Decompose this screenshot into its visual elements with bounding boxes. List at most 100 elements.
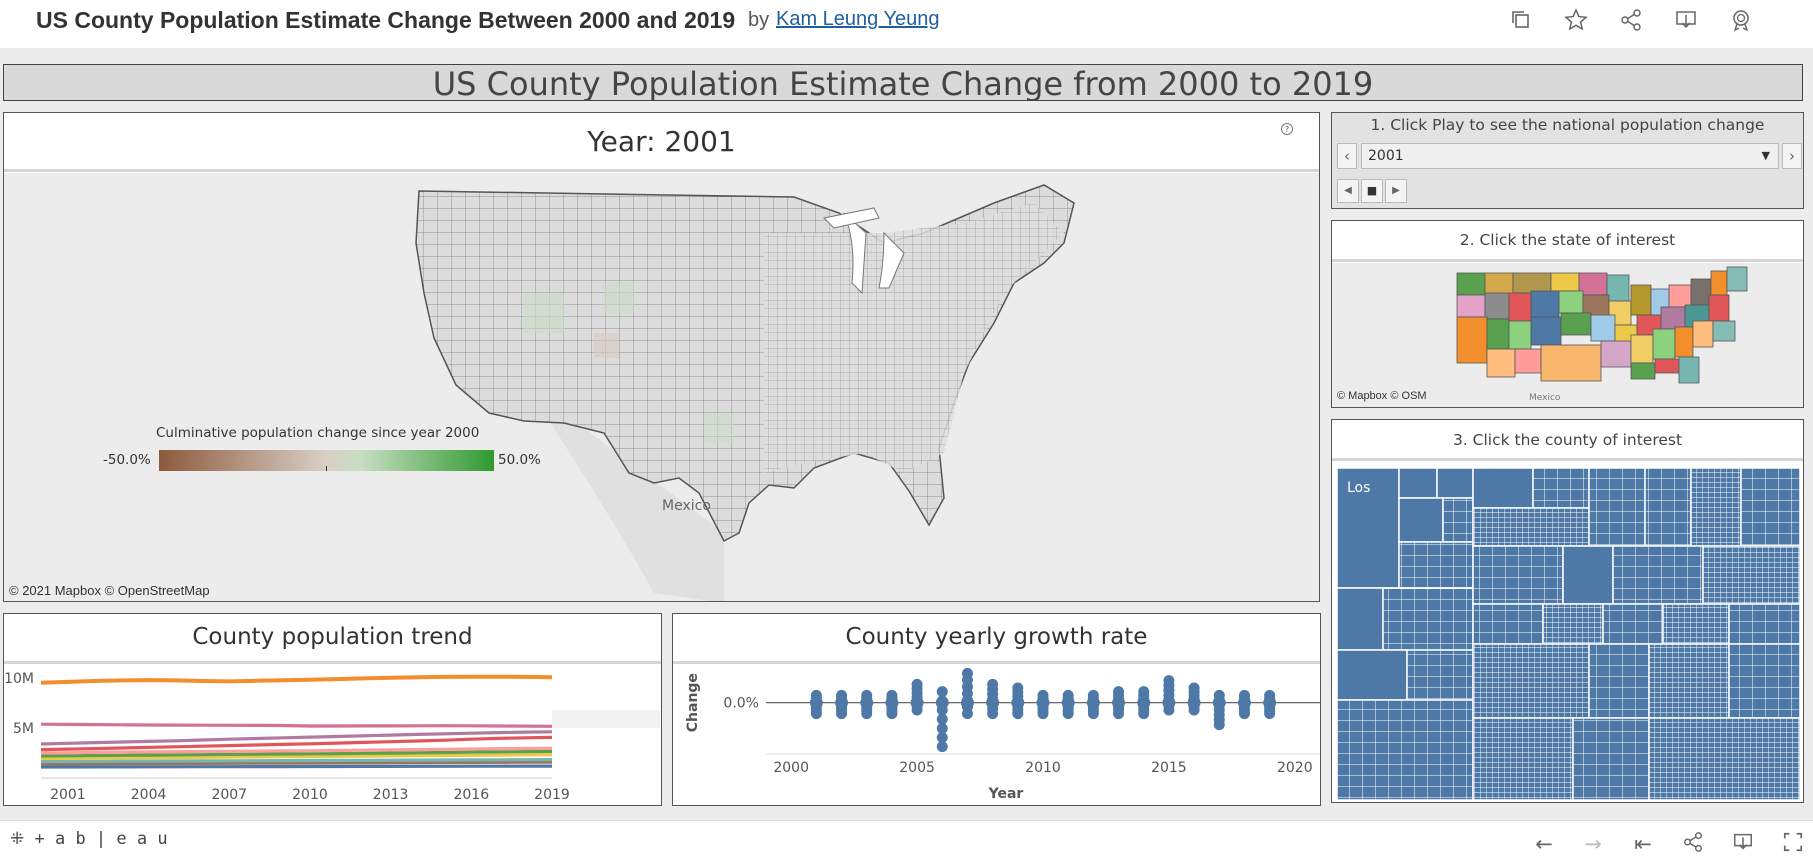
growth-point[interactable] (835, 696, 849, 710)
growth-point[interactable] (860, 696, 874, 710)
trend-series-line[interactable] (40, 674, 553, 685)
help-icon[interactable]: ? (1281, 123, 1293, 135)
trend-y-tick: 5M (13, 721, 34, 737)
growth-point[interactable] (1187, 696, 1201, 710)
undo-icon[interactable]: ← (1535, 832, 1553, 856)
growth-point[interactable] (1237, 696, 1251, 710)
map-attribution[interactable]: © 2021 Mapbox © OpenStreetMap (9, 583, 210, 598)
growth-point[interactable] (986, 696, 1000, 710)
copy-icon[interactable] (1508, 8, 1534, 34)
trend-series-line[interactable] (41, 764, 552, 769)
growth-x-tick: 2015 (1151, 760, 1187, 776)
revert-icon[interactable]: ⇤ (1634, 832, 1652, 856)
growth-point[interactable] (1086, 696, 1100, 710)
growth-point[interactable] (1113, 686, 1125, 698)
author-link[interactable]: Kam Leung Yeung (776, 8, 940, 30)
year-dropdown-value: 2001 (1368, 148, 1404, 164)
redo-icon[interactable]: → (1584, 832, 1602, 856)
trend-x-tick: 2016 (453, 787, 489, 803)
growth-point[interactable] (960, 696, 974, 710)
year-dropdown[interactable]: 2001 ▼ (1361, 143, 1779, 169)
growth-point[interactable] (936, 732, 948, 743)
growth-point[interactable] (961, 667, 973, 679)
treemap-label: Los (1347, 480, 1370, 496)
growth-point[interactable] (1036, 696, 1050, 710)
growth-x-tick: 2000 (773, 760, 809, 776)
growth-point[interactable] (1162, 696, 1176, 710)
fullscreen-icon[interactable] (1780, 831, 1806, 857)
growth-point[interactable] (1011, 696, 1025, 710)
growth-chart[interactable]: 0.0% 2000 2005 2010 2015 2020 Year Change (673, 664, 1320, 805)
growth-y-tick: 0.0% (723, 696, 759, 712)
trend-series-line[interactable] (40, 753, 553, 761)
stop-icon[interactable]: ■ (1361, 179, 1383, 203)
growth-point[interactable] (910, 696, 924, 710)
growth-point[interactable] (936, 686, 948, 698)
county-map[interactable]: Mexico (4, 173, 1320, 602)
footer-bar: ⁜ + a b | e a u ← → ⇤ (0, 820, 1813, 865)
growth-point[interactable] (936, 713, 948, 725)
step2-text: 2. Click the state of interest (1459, 231, 1676, 249)
trend-series-line[interactable] (40, 730, 553, 746)
prev-year-button[interactable]: ‹ (1337, 143, 1357, 169)
download-icon[interactable] (1673, 8, 1699, 34)
state-map-panel[interactable]: 2. Click the state of interest (1331, 220, 1804, 408)
trend-series-line[interactable] (40, 722, 553, 728)
tableau-logo-icon: ⁜ (10, 829, 25, 849)
growth-point[interactable] (1061, 696, 1075, 710)
trend-x-tick: 2007 (211, 787, 247, 803)
growth-point[interactable] (1188, 682, 1200, 694)
footer-share-icon[interactable] (1680, 831, 1706, 857)
growth-point[interactable] (1112, 696, 1126, 710)
chevron-down-icon: ▼ (1761, 149, 1770, 162)
trend-series-line[interactable] (40, 758, 553, 764)
growth-chart-panel[interactable]: County yearly growth rate 0.0% 2000 2005 20… (672, 613, 1321, 806)
trend-chart-panel[interactable]: County population trend 10M 5M 2001 2004 200… (3, 613, 662, 806)
growth-point[interactable] (1212, 696, 1226, 710)
play-backward-icon[interactable]: ◀ (1337, 179, 1359, 203)
growth-x-tick: 2020 (1277, 760, 1313, 776)
tableau-logo[interactable]: ⁜ + a b | e a u (10, 829, 168, 849)
county-treemap[interactable]: Los (1337, 468, 1800, 800)
badge-icon[interactable] (1728, 8, 1754, 34)
step1-text: 1. Click Play to see the national popula… (1370, 116, 1765, 134)
trend-series-line[interactable] (40, 735, 553, 752)
map-title-year: 2001 (664, 125, 736, 158)
growth-point[interactable] (885, 696, 899, 710)
growth-point[interactable] (1163, 675, 1175, 687)
star-icon[interactable] (1563, 8, 1589, 34)
growth-point[interactable] (987, 678, 999, 690)
map-panel[interactable]: Year: 2001 ? Mexico Culminative popul (3, 112, 1320, 602)
growth-point[interactable] (936, 722, 948, 734)
state-map-attribution[interactable]: © Mapbox © OSM (1337, 390, 1427, 402)
map-country-label: Mexico (662, 498, 711, 514)
legend-color-ramp (159, 450, 494, 471)
footer-download-icon[interactable] (1730, 831, 1756, 857)
trend-series-line[interactable] (40, 749, 553, 758)
trend-title-divider (4, 661, 661, 664)
legend-marker (326, 466, 327, 471)
growth-point[interactable] (1263, 696, 1277, 710)
trend-x-tick: 2010 (292, 787, 328, 803)
trend-chart[interactable]: 10M 5M 2001 2004 2007 2010 2013 2016 2019 (4, 664, 661, 805)
state-map[interactable]: Mexico (1332, 263, 1804, 408)
growth-point[interactable] (1012, 682, 1024, 694)
growth-point[interactable] (1138, 686, 1150, 698)
trend-series-line[interactable] (40, 746, 553, 755)
growth-y-label: Change (685, 673, 701, 732)
state-title-divider (1332, 259, 1803, 262)
growth-point[interactable] (911, 678, 923, 690)
growth-point[interactable] (1137, 696, 1151, 710)
share-icon[interactable] (1618, 8, 1644, 34)
play-forward-icon[interactable]: ▶ (1385, 179, 1407, 203)
growth-x-tick: 2005 (899, 760, 935, 776)
county-treemap-panel[interactable]: 3. Click the county of interest (1331, 419, 1804, 803)
trend-x-tick: 2013 (373, 787, 409, 803)
growth-point[interactable] (935, 696, 949, 710)
growth-point[interactable] (936, 741, 948, 753)
growth-x-label: Year (988, 786, 1024, 802)
top-bar: US County Population Estimate Change Bet… (0, 0, 1813, 48)
trend-series-line[interactable] (40, 760, 553, 766)
growth-point[interactable] (809, 696, 823, 710)
next-year-button[interactable]: › (1782, 143, 1802, 169)
